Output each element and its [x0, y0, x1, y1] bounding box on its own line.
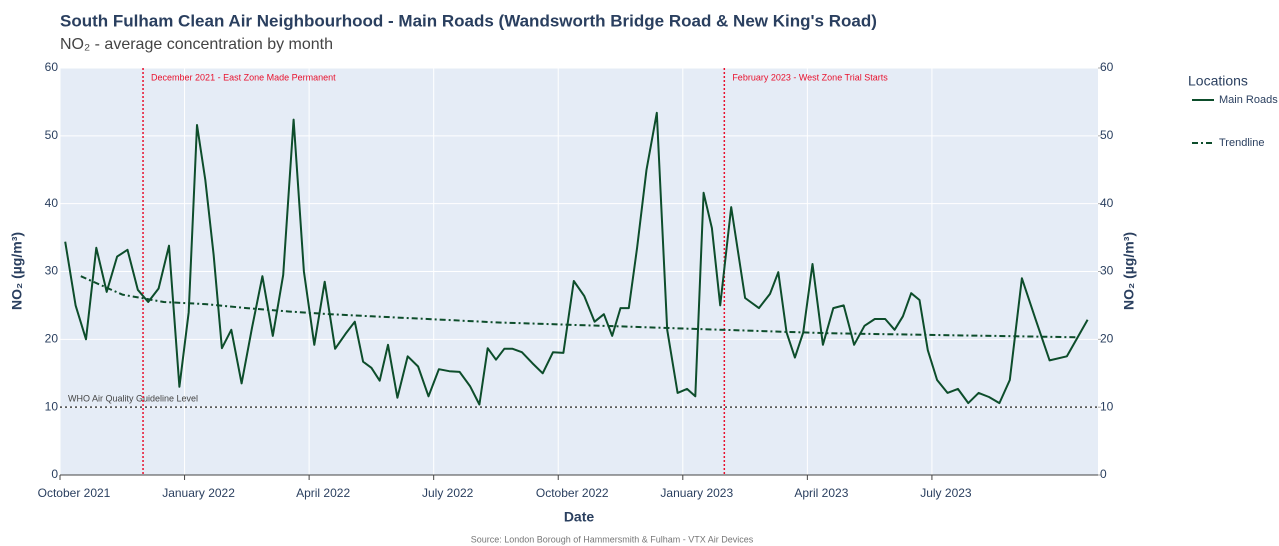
- y2-tick-label: 60: [1100, 60, 1114, 74]
- x-tick-label: October 2021: [38, 486, 111, 500]
- y2-axis-title: NO₂ (µg/m³): [1121, 232, 1137, 310]
- x-tick-label: January 2023: [660, 486, 733, 500]
- y-tick-label: 50: [45, 128, 59, 142]
- event-label: December 2021 - East Zone Made Permanent: [151, 72, 336, 82]
- y2-tick-label: 30: [1100, 264, 1114, 278]
- x-tick-label: April 2022: [296, 486, 350, 500]
- chart-subtitle: NO₂ - average concentration by month: [60, 36, 333, 53]
- legend-label: Main Roads: [1219, 94, 1278, 106]
- reference-label: WHO Air Quality Guideline Level: [68, 394, 198, 404]
- x-tick-label: January 2022: [162, 486, 235, 500]
- y-tick-label: 20: [45, 332, 59, 346]
- x-tick-label: July 2022: [422, 486, 474, 500]
- y2-tick-label: 10: [1100, 399, 1114, 413]
- source-note: Source: London Borough of Hammersmith & …: [471, 534, 754, 544]
- x-tick-label: October 2022: [536, 486, 609, 500]
- y-tick-label: 30: [45, 264, 59, 278]
- chart-title: South Fulham Clean Air Neighbourhood - M…: [60, 11, 877, 30]
- y2-tick-label: 0: [1100, 467, 1107, 481]
- y-tick-label: 60: [45, 60, 59, 74]
- x-tick-label: July 2023: [920, 486, 972, 500]
- y-tick-label: 10: [45, 399, 59, 413]
- y2-tick-label: 40: [1100, 196, 1114, 210]
- y-axis-title: NO₂ (µg/m³): [9, 232, 25, 310]
- y-tick-label: 0: [51, 467, 58, 481]
- series-line: [80, 275, 1078, 339]
- legend-label: Trendline: [1219, 137, 1264, 149]
- x-tick-label: April 2023: [794, 486, 848, 500]
- legend-title: Locations: [1188, 73, 1248, 89]
- y2-tick-label: 50: [1100, 128, 1114, 142]
- event-label: February 2023 - West Zone Trial Starts: [732, 72, 888, 82]
- x-axis-title: Date: [564, 509, 595, 525]
- y-tick-label: 40: [45, 196, 59, 210]
- series-line: [64, 111, 1089, 406]
- y2-tick-label: 20: [1100, 332, 1114, 346]
